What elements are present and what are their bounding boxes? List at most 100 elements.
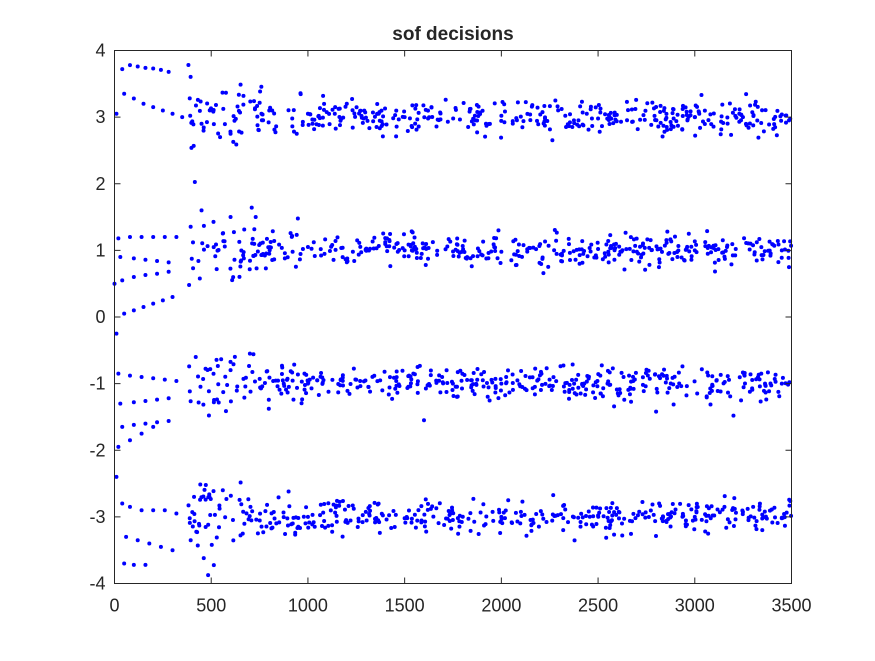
data-point — [337, 114, 342, 119]
data-point — [361, 116, 366, 121]
data-point — [212, 398, 217, 402]
data-point — [190, 524, 195, 529]
data-point — [703, 244, 708, 249]
data-point — [553, 98, 558, 103]
data-point — [114, 474, 119, 479]
data-point — [223, 374, 228, 379]
data-point — [424, 241, 429, 246]
data-point — [471, 116, 476, 121]
data-point — [348, 518, 353, 523]
data-point — [219, 357, 224, 362]
data-point — [162, 377, 167, 382]
data-point — [601, 386, 606, 391]
data-point — [617, 252, 622, 257]
y-tick-label: 3 — [95, 107, 105, 127]
data-point — [151, 66, 156, 71]
data-point — [192, 519, 197, 524]
data-point — [215, 363, 220, 368]
data-point — [519, 368, 524, 373]
data-point — [559, 107, 564, 112]
data-point — [374, 515, 379, 520]
data-point — [592, 255, 597, 260]
data-point — [698, 125, 703, 130]
data-point — [438, 390, 443, 395]
data-point — [211, 371, 216, 376]
data-point — [338, 383, 343, 388]
data-point — [767, 508, 772, 513]
data-point — [383, 236, 388, 241]
data-point — [607, 121, 612, 126]
data-point — [237, 274, 242, 279]
data-point — [733, 113, 738, 118]
data-point — [554, 251, 559, 256]
data-point — [264, 236, 269, 241]
data-point — [504, 375, 509, 380]
data-point — [759, 245, 764, 250]
data-point — [666, 517, 671, 522]
data-point — [676, 370, 681, 375]
x-tick-label: 3000 — [675, 596, 715, 616]
data-point — [251, 352, 256, 357]
data-point — [719, 114, 724, 119]
data-point — [507, 390, 512, 395]
data-point — [160, 108, 165, 113]
data-point — [218, 135, 223, 140]
data-point — [290, 378, 295, 383]
axes: 0 500 1000 1500 2000 2500 3000 3500 -4 -3 -2 -1 0 1 2 3… — [89, 41, 811, 616]
data-point — [624, 99, 629, 104]
data-point — [540, 110, 545, 115]
data-point — [284, 377, 289, 382]
data-point — [246, 497, 251, 502]
data-point — [440, 380, 445, 385]
data-point — [455, 394, 460, 399]
data-point — [684, 109, 689, 114]
data-point — [561, 248, 566, 253]
data-point — [255, 249, 260, 254]
data-point — [471, 254, 476, 259]
data-point — [506, 368, 510, 373]
data-point — [290, 521, 295, 526]
data-point — [135, 538, 140, 543]
data-point — [243, 384, 248, 389]
data-point — [718, 389, 723, 394]
data-point — [291, 108, 296, 113]
data-point — [612, 404, 617, 409]
data-point — [499, 113, 504, 118]
data-point — [550, 512, 555, 517]
data-point — [569, 378, 574, 383]
data-point — [484, 381, 489, 386]
data-point — [196, 400, 201, 405]
data-point — [631, 386, 636, 391]
data-point — [191, 266, 196, 271]
data-point — [578, 104, 583, 109]
data-point — [547, 127, 552, 132]
data-point — [605, 515, 610, 520]
data-point — [661, 123, 666, 128]
data-point — [586, 374, 591, 379]
data-point — [416, 110, 421, 115]
data-point — [481, 502, 486, 507]
data-point — [377, 530, 382, 535]
data-point — [584, 522, 589, 527]
data-point — [608, 233, 613, 238]
data-point — [151, 508, 156, 513]
data-point — [143, 65, 148, 70]
data-point — [234, 142, 239, 147]
data-point — [709, 122, 714, 127]
data-point — [761, 253, 766, 257]
data-point — [269, 526, 274, 531]
data-point — [228, 368, 233, 373]
data-point — [779, 112, 784, 117]
data-point — [737, 119, 742, 124]
data-point — [479, 372, 484, 377]
data-point — [391, 116, 396, 121]
data-point — [354, 105, 359, 110]
y-tick-label: -4 — [89, 574, 105, 594]
data-point — [131, 308, 136, 313]
data-point — [393, 386, 398, 391]
data-point — [228, 399, 233, 404]
data-point — [302, 387, 307, 392]
data-point — [653, 533, 658, 538]
data-point — [217, 525, 221, 530]
data-point — [628, 386, 633, 391]
